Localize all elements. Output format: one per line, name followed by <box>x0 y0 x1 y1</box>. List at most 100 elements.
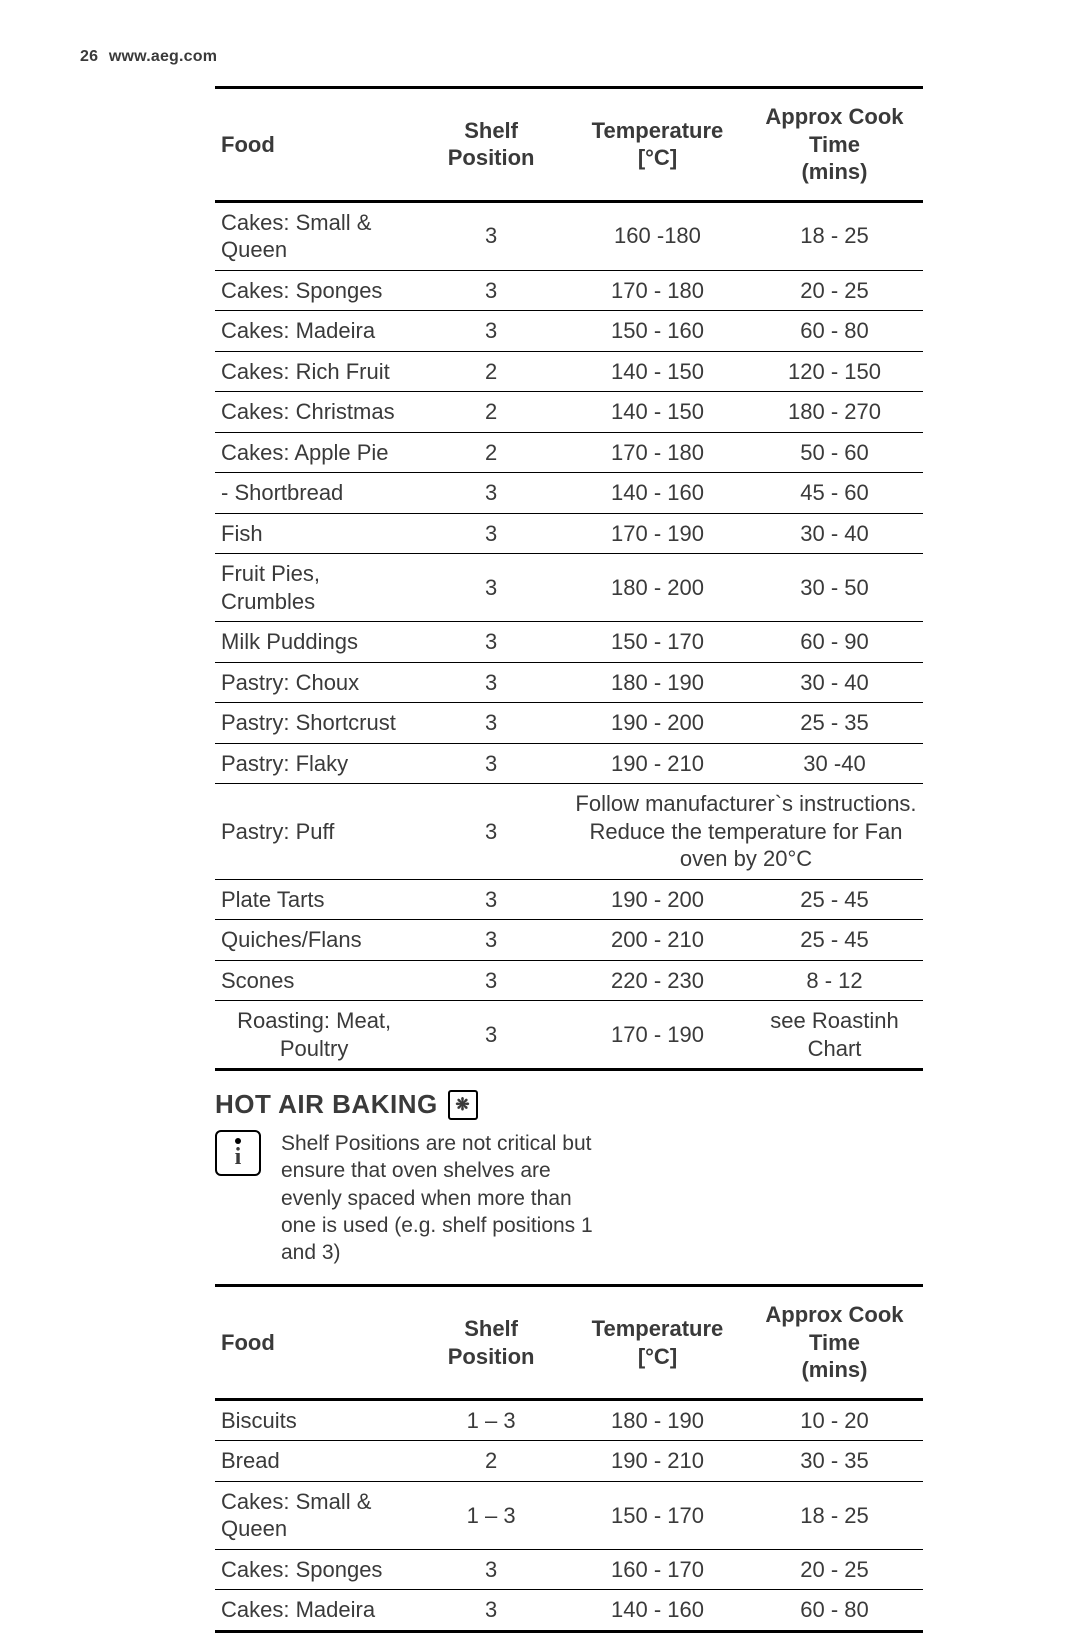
cell-shelf: 3 <box>413 1001 569 1070</box>
cell-food: Pastry: Flaky <box>215 743 413 784</box>
cell-food: Plate Tarts <box>215 879 413 920</box>
cell-time: see Roastinh Chart <box>746 1001 923 1070</box>
cell-shelf: 2 <box>413 1441 569 1482</box>
cell-shelf: 3 <box>413 1590 569 1632</box>
cell-temp: 220 - 230 <box>569 960 746 1001</box>
table-row: Scones 3 220 - 230 8 - 12 <box>215 960 923 1001</box>
cooking-table-2: FoodShelf PositionTemperature[°C]Approx … <box>215 1284 923 1633</box>
col-header: Shelf Position <box>413 1286 569 1400</box>
cell-time: 50 - 60 <box>746 432 923 473</box>
cell-temp: 180 - 190 <box>569 662 746 703</box>
cell-shelf: 2 <box>413 432 569 473</box>
cell-food: Quiches/Flans <box>215 920 413 961</box>
cell-time: 180 - 270 <box>746 392 923 433</box>
cell-food: Pastry: Choux <box>215 662 413 703</box>
cell-time: 30 -40 <box>746 743 923 784</box>
cell-time: 120 - 150 <box>746 351 923 392</box>
cell-temp: 150 - 160 <box>569 311 746 352</box>
cell-temp: 190 - 200 <box>569 879 746 920</box>
cell-time: 25 - 45 <box>746 920 923 961</box>
info-icon: i <box>215 1130 261 1176</box>
cell-temp: 170 - 180 <box>569 432 746 473</box>
cell-time: 30 - 35 <box>746 1441 923 1482</box>
cell-shelf: 3 <box>413 554 569 622</box>
col-header: Food <box>215 1286 413 1400</box>
table-row: Cakes: Apple Pie 2 170 - 180 50 - 60 <box>215 432 923 473</box>
cell-food: Cakes: Madeira <box>215 1590 413 1632</box>
table-row: Cakes: Small & Queen 3 160 -180 18 - 25 <box>215 201 923 270</box>
page-header: 26 www.aeg.com <box>80 48 1000 66</box>
cell-shelf: 2 <box>413 392 569 433</box>
table-row: Cakes: Small & Queen 1 – 3 150 - 170 18 … <box>215 1481 923 1549</box>
table-row: Cakes: Rich Fruit 2 140 - 150 120 - 150 <box>215 351 923 392</box>
cell-time: 10 - 20 <box>746 1399 923 1441</box>
col-header: Approx CookTime(mins) <box>746 1286 923 1400</box>
cell-time: 18 - 25 <box>746 1481 923 1549</box>
table1-body: Cakes: Small & Queen 3 160 -180 18 - 25 … <box>215 201 923 1070</box>
cell-food: Biscuits <box>215 1399 413 1441</box>
cell-food: Cakes: Madeira <box>215 311 413 352</box>
table2-body: Biscuits 1 – 3 180 - 190 10 - 20 Bread 2… <box>215 1399 923 1631</box>
cell-food: Bread <box>215 1441 413 1482</box>
cell-shelf: 1 – 3 <box>413 1481 569 1549</box>
fan-icon: ❋ <box>448 1090 478 1120</box>
cell-food: - Shortbread <box>215 473 413 514</box>
cell-time: 60 - 80 <box>746 1590 923 1632</box>
table-row: - Shortbread 3 140 - 160 45 - 60 <box>215 473 923 514</box>
table-row: Pastry: Puff 3 Follow manufacturer`s ins… <box>215 784 923 880</box>
cell-temp: 190 - 210 <box>569 1441 746 1482</box>
cell-temp: 150 - 170 <box>569 622 746 663</box>
cell-shelf: 2 <box>413 351 569 392</box>
table-row: Fruit Pies, Crumbles 3 180 - 200 30 - 50 <box>215 554 923 622</box>
info-note-text: Shelf Positions are not critical but ens… <box>281 1130 611 1266</box>
cell-food: Cakes: Apple Pie <box>215 432 413 473</box>
cell-shelf: 3 <box>413 311 569 352</box>
col-header: Shelf Position <box>413 88 569 202</box>
cell-food: Cakes: Rich Fruit <box>215 351 413 392</box>
table-row: Pastry: Flaky 3 190 - 210 30 -40 <box>215 743 923 784</box>
section-title: HOT AIR BAKING ❋ <box>215 1089 1000 1120</box>
cell-time: 45 - 60 <box>746 473 923 514</box>
cell-temp: 160 -180 <box>569 201 746 270</box>
cell-time: 25 - 35 <box>746 703 923 744</box>
cell-time: 30 - 50 <box>746 554 923 622</box>
table-row: Cakes: Christmas 2 140 - 150 180 - 270 <box>215 392 923 433</box>
cell-temp: 170 - 180 <box>569 270 746 311</box>
cell-temp: 200 - 210 <box>569 920 746 961</box>
cell-temp: 180 - 190 <box>569 1399 746 1441</box>
cell-food: Scones <box>215 960 413 1001</box>
cell-food: Fish <box>215 513 413 554</box>
cell-food: Cakes: Small & Queen <box>215 201 413 270</box>
cell-temp: 170 - 190 <box>569 513 746 554</box>
cell-time: 30 - 40 <box>746 513 923 554</box>
cooking-table-1: FoodShelf PositionTemperature[°C]Approx … <box>215 86 923 1071</box>
cell-temp: 160 - 170 <box>569 1549 746 1590</box>
cell-temp: 170 - 190 <box>569 1001 746 1070</box>
cell-time: 30 - 40 <box>746 662 923 703</box>
table-row: Biscuits 1 – 3 180 - 190 10 - 20 <box>215 1399 923 1441</box>
cell-temp: 180 - 200 <box>569 554 746 622</box>
table-row: Roasting: Meat, Poultry 3 170 - 190 see … <box>215 1001 923 1070</box>
table1-header-row: FoodShelf PositionTemperature[°C]Approx … <box>215 88 923 202</box>
table-row: Cakes: Sponges 3 170 - 180 20 - 25 <box>215 270 923 311</box>
cell-time: 60 - 90 <box>746 622 923 663</box>
cell-shelf: 3 <box>413 960 569 1001</box>
cell-temp: 150 - 170 <box>569 1481 746 1549</box>
cell-temp: 140 - 150 <box>569 392 746 433</box>
cell-food: Cakes: Small & Queen <box>215 1481 413 1549</box>
cell-time: 20 - 25 <box>746 1549 923 1590</box>
table-row: Cakes: Sponges 3 160 - 170 20 - 25 <box>215 1549 923 1590</box>
cell-shelf: 3 <box>413 879 569 920</box>
cell-shelf: 3 <box>413 703 569 744</box>
header-url: www.aeg.com <box>109 48 217 65</box>
table2-header-row: FoodShelf PositionTemperature[°C]Approx … <box>215 1286 923 1400</box>
cell-shelf: 3 <box>413 743 569 784</box>
cell-shelf: 3 <box>413 473 569 514</box>
cell-food: Roasting: Meat, Poultry <box>215 1001 413 1070</box>
cell-shelf: 3 <box>413 622 569 663</box>
col-header: Temperature[°C] <box>569 88 746 202</box>
cell-food: Milk Puddings <box>215 622 413 663</box>
cell-shelf: 3 <box>413 201 569 270</box>
cell-shelf: 3 <box>413 784 569 880</box>
cell-food: Fruit Pies, Crumbles <box>215 554 413 622</box>
